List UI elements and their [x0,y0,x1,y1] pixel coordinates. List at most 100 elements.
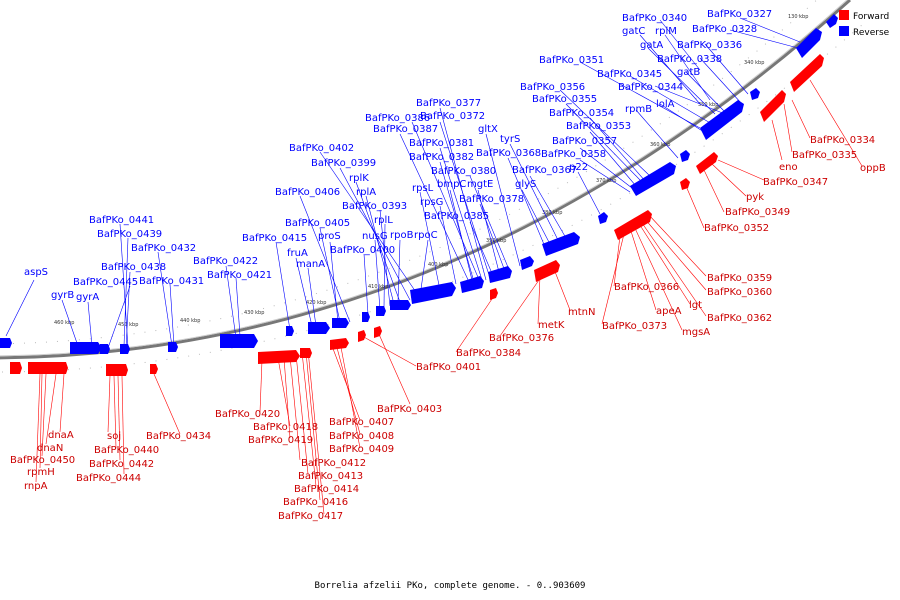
leader-line [411,121,481,283]
leader-line [659,103,705,133]
leader-line [521,189,553,249]
leader-line [647,213,707,277]
gene-label: BafPKo_0401 [416,362,481,373]
gene-label: dnaN [37,443,63,454]
leader-line [577,171,601,215]
gene-label: fruA [287,248,308,259]
leader-line [397,239,401,303]
leader-line [647,47,716,115]
reverse-gene [826,14,838,28]
leader-line [305,351,321,501]
gene-label: rpsL [412,183,434,194]
leader-line [339,341,361,449]
leader-line [374,239,381,311]
gene-label: rplL [374,215,393,226]
forward-gene [106,364,128,376]
leader-line [399,133,471,285]
gene-label: BafPKo_0408 [329,431,394,442]
forward-gene [790,54,824,92]
leader-line [499,269,547,337]
gene-label: BafPKo_0445 [73,277,138,288]
gene-label: BafPKo_0335 [792,150,857,161]
gene-label: BafPKo_0450 [10,455,75,466]
gene-label: BafPKo_0418 [253,422,318,433]
gene-label: BafPKo_0382 [409,152,474,163]
reverse-gene [488,266,512,283]
gene-label: BafPKo_0328 [692,24,757,35]
gene-label: BafPKo_0353 [566,121,631,132]
leader-line [469,175,511,273]
leader-line [717,159,765,181]
leader-line [791,99,811,139]
leader-line [685,185,705,229]
reverse-strand-track [0,14,838,354]
gene-label: mgtE [467,179,493,190]
leader-line [379,209,391,307]
leader-line [477,189,501,277]
leader-line [235,277,241,337]
leader-line [61,299,79,347]
leader-line [107,375,111,433]
gene-label: gyrB [51,290,74,301]
reverse-gene [410,282,456,304]
leader-line [123,237,129,347]
reverse-gene [460,276,484,293]
leader-line [637,221,691,305]
reverse-gene [680,150,690,162]
reverse-gene [700,100,744,140]
leader-line [39,373,43,469]
leader-line [121,375,125,475]
leader-line [565,103,641,181]
tick-label: 360 kbp [650,142,670,148]
gene-label: BafPKo_0393 [342,201,407,212]
gene-label: glyS [515,179,536,190]
forward-gene [614,210,652,240]
leader-line [259,359,263,413]
reverse-gene [750,88,760,100]
leader-line [529,175,567,239]
leader-line [589,117,647,183]
gene-label: BafPKo_0386 [365,113,430,124]
leader-line [153,373,181,435]
tick-label: 420 kbp [306,300,326,306]
tick-label: 390 kbp [486,238,506,244]
leader-line [377,331,411,405]
gene-label: BafPKo_0442 [89,459,154,470]
leader-line [365,195,395,305]
leader-line [87,301,93,347]
gene-label: BafPKo_0380 [431,166,496,177]
leader-line [419,191,441,291]
gene-label: BafPKo_0373 [602,321,667,332]
leader-line [579,147,633,189]
gene-label: BafPKo_0432 [131,243,196,254]
reverse-gene [542,232,580,256]
leader-line [551,263,571,311]
gene-label: gatA [640,40,663,51]
tick-label: 130 kbp [788,14,808,20]
gene-label: BafPKo_0421 [207,270,272,281]
tick-label: 460 kbp [54,320,74,326]
gene-label: lolA [656,99,675,110]
gene-label: rpoC [414,230,438,241]
leader-line [295,353,309,475]
leader-line [613,235,621,287]
leader-line [469,221,495,279]
reverse-gene [376,306,386,316]
forward-gene [696,152,718,174]
leader-line [783,103,793,153]
gene-label: BafPKo_0440 [94,445,159,456]
legend: Forward Reverse [839,10,890,38]
gene-label: BafPKo_0399 [311,158,376,169]
leader-line [643,217,707,291]
tick-label: 370 kbp [596,178,616,184]
leader-line [289,355,301,461]
gene-label: BafPKo_0419 [248,435,313,446]
gene-label: BafPKo_0378 [459,194,524,205]
gene-label: BafPKo_0402 [289,143,354,154]
leader-line [699,57,743,105]
gene-label: BafPKo_0409 [329,444,394,455]
gene-label: BafPKo_0420 [215,409,280,420]
forward-leader-lines [35,79,863,515]
gene-label: BafPKo_0372 [420,111,485,122]
gene-label: rplA [356,187,376,198]
